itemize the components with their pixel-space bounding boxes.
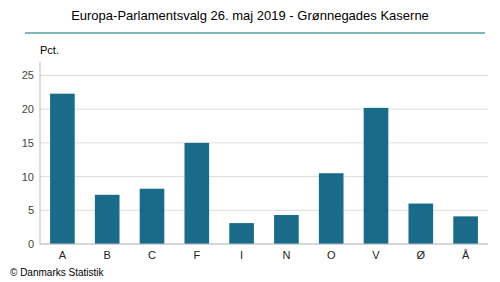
- x-tick-label: Ø: [417, 249, 426, 261]
- x-tick-label: N: [282, 249, 290, 261]
- x-tick-label: O: [327, 249, 336, 261]
- x-tick-label: A: [59, 249, 67, 261]
- bar: [184, 143, 209, 244]
- y-axis-line: [40, 62, 41, 244]
- y-tick-label: 0: [28, 238, 34, 250]
- y-tick-label: 5: [28, 204, 34, 216]
- title: Europa-Parlamentsvalg 26. maj 2019 - Grø…: [71, 8, 429, 23]
- chart-container: Europa-Parlamentsvalg 26. maj 2019 - Grø…: [0, 0, 500, 282]
- bar: [95, 195, 120, 244]
- x-tick-label: C: [148, 249, 156, 261]
- footer: © Danmarks Statistik: [10, 267, 105, 278]
- bar: [319, 173, 344, 244]
- grid: [40, 75, 488, 244]
- title-rule: [25, 32, 485, 33]
- y-tick-label: 10: [22, 171, 34, 183]
- y-tick-label: 15: [22, 137, 34, 149]
- x-tick-label: F: [193, 249, 200, 261]
- x-tick-label: Å: [462, 249, 470, 261]
- grid-line: [40, 176, 488, 177]
- y-axis-label: Pct.: [40, 44, 59, 56]
- grid-line: [40, 244, 488, 245]
- grid-line: [40, 109, 488, 110]
- x-tick-label: I: [240, 249, 243, 261]
- x-axis-line: [40, 244, 488, 245]
- grid-line: [40, 75, 488, 76]
- bar: [453, 216, 478, 244]
- grid-line: [40, 142, 488, 143]
- x-tick-label: V: [372, 249, 380, 261]
- chart: Europa-Parlamentsvalg 26. maj 2019 - Grø…: [0, 0, 500, 282]
- bars: [50, 94, 478, 244]
- y-tick-label: 20: [22, 103, 34, 115]
- bar: [408, 204, 433, 244]
- bar: [229, 223, 254, 244]
- x-tick-label: B: [104, 249, 111, 261]
- bar: [140, 189, 165, 244]
- bar: [50, 94, 75, 244]
- y-tick-label: 25: [22, 69, 34, 81]
- bar: [274, 215, 299, 244]
- bar: [364, 108, 389, 244]
